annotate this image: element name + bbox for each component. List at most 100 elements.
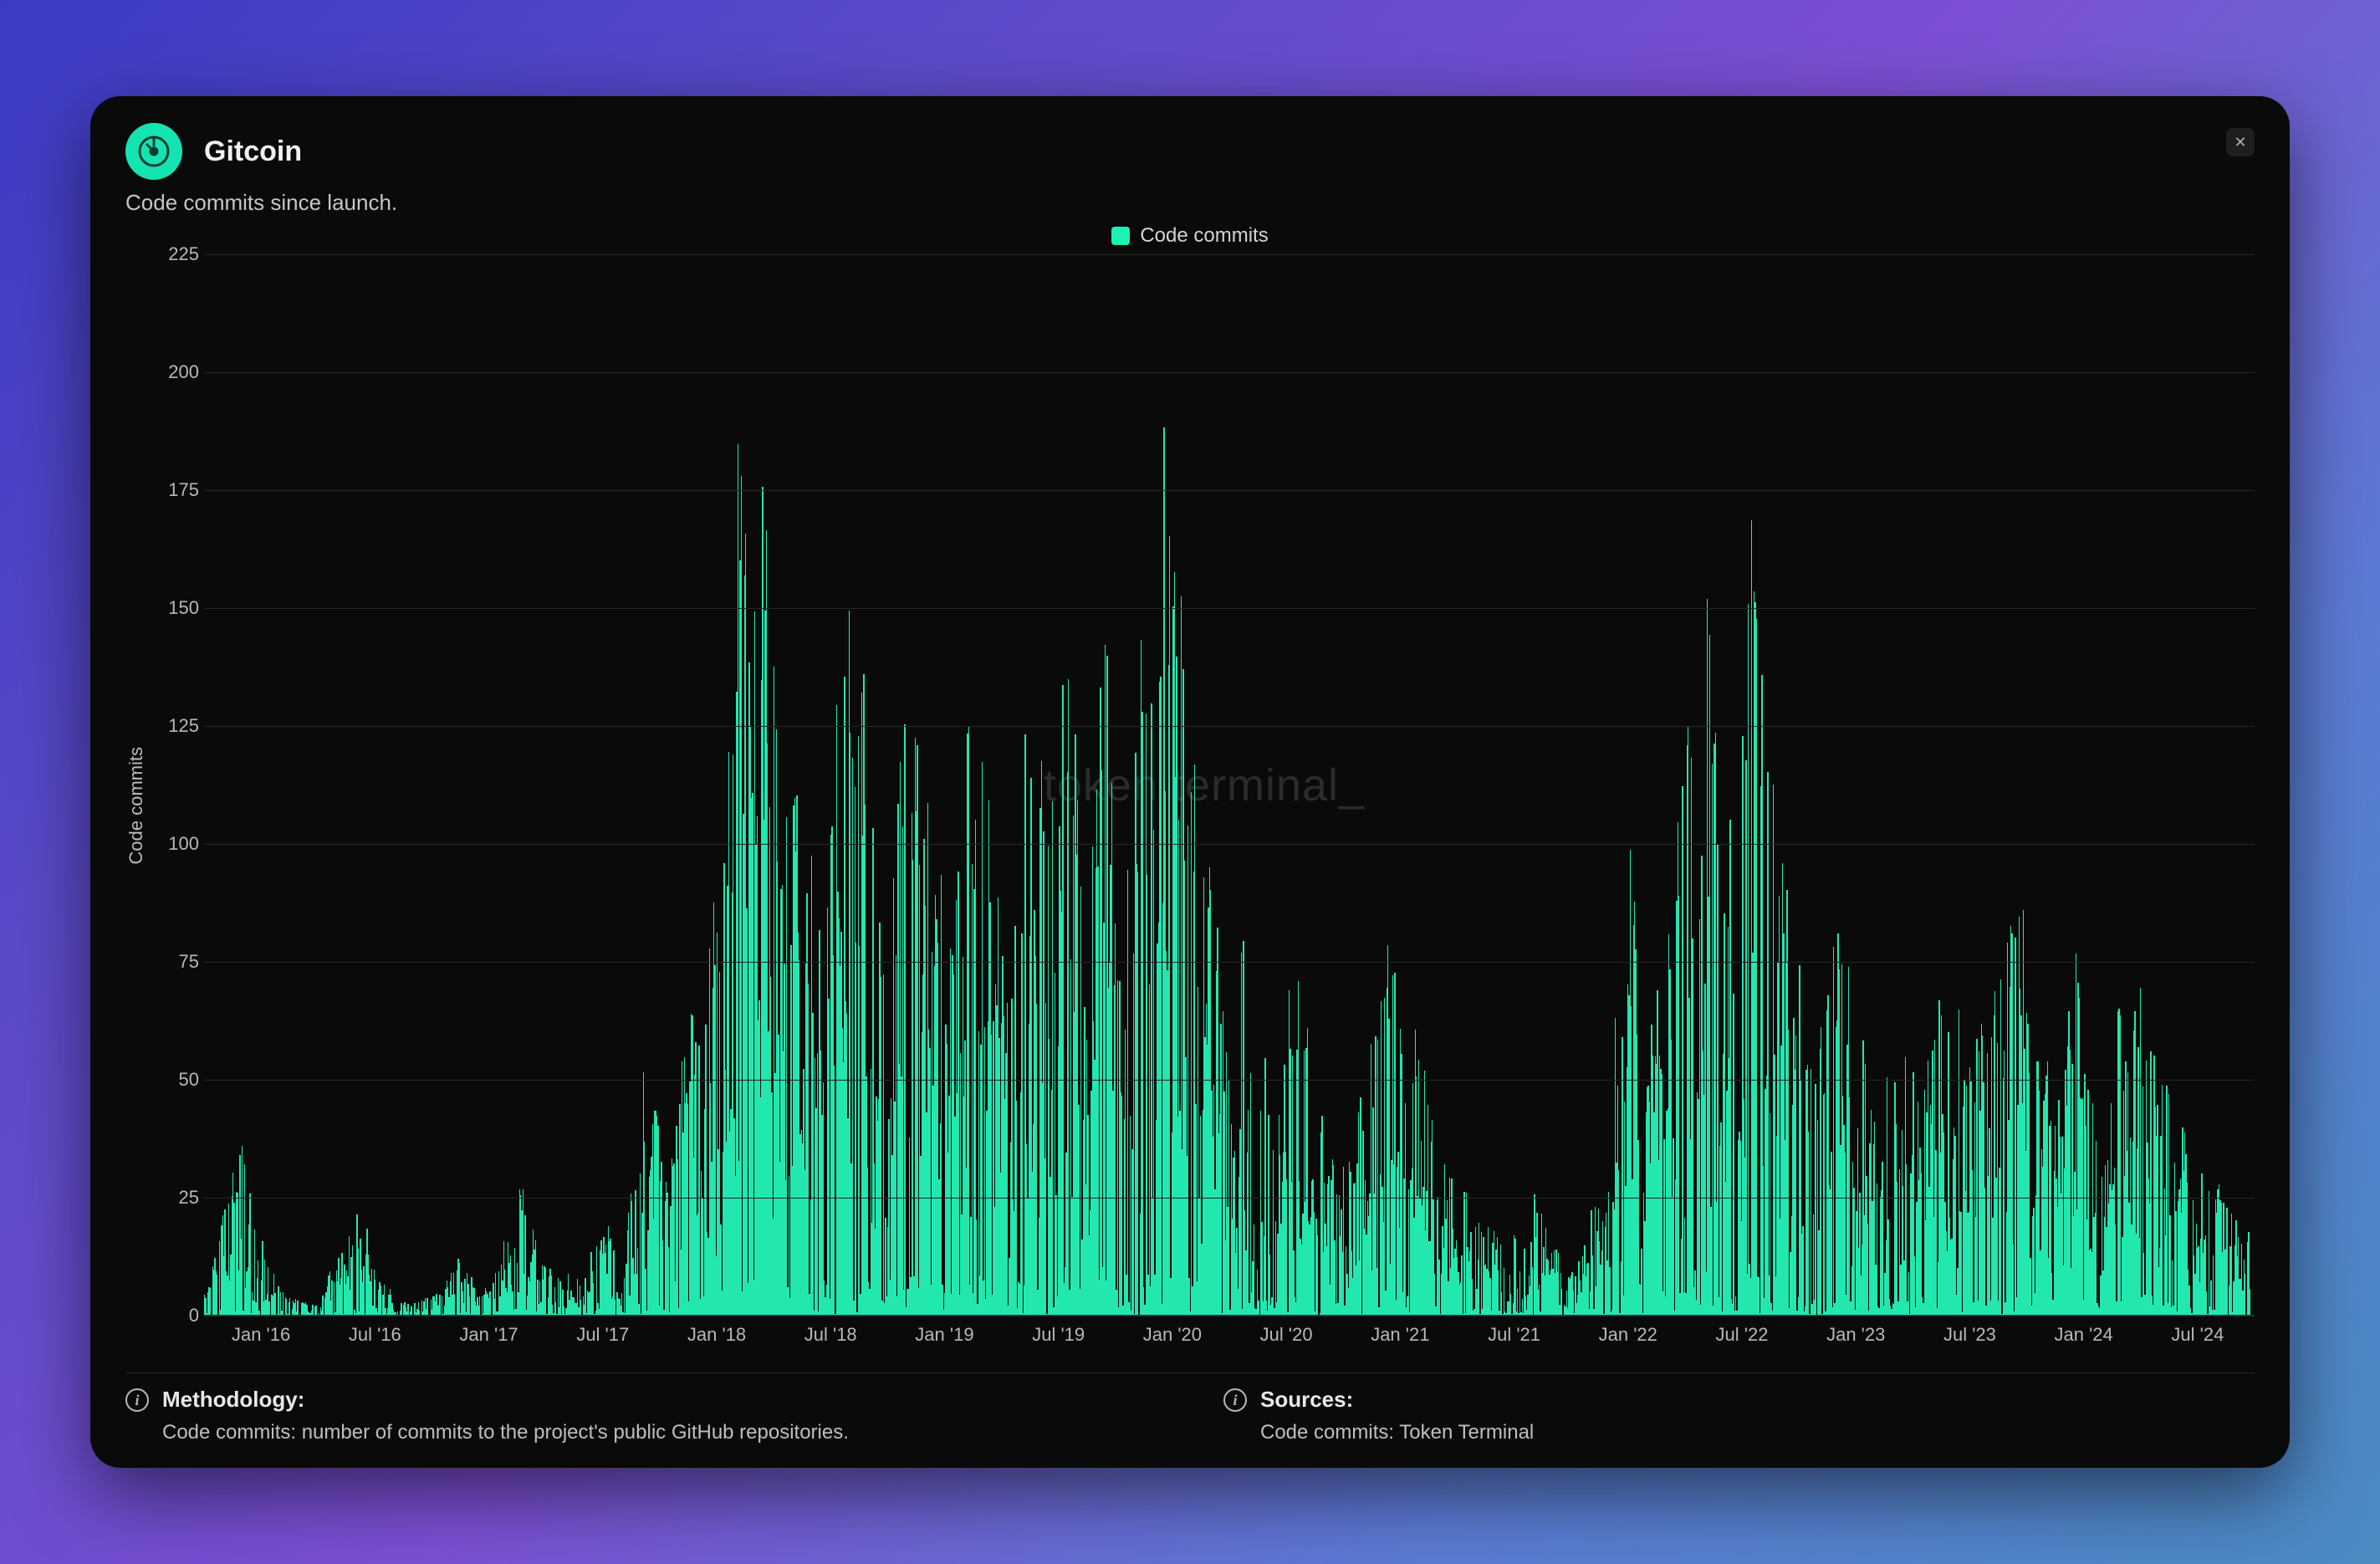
bar (1408, 1189, 1409, 1316)
bar (1127, 870, 1128, 1316)
bar (1510, 1294, 1511, 1316)
bar (219, 1241, 220, 1316)
bar (1241, 953, 1242, 1316)
bar (1678, 896, 1679, 1316)
bar (950, 948, 951, 1316)
bar (1587, 1263, 1588, 1316)
bar (545, 1268, 546, 1316)
bar (1377, 1040, 1378, 1316)
gridline (204, 372, 2255, 373)
bar (1682, 786, 1683, 1316)
x-tick-label: Jul '20 (1260, 1324, 1313, 1346)
bar (976, 1219, 977, 1316)
bar (1704, 984, 1705, 1316)
bar (1729, 820, 1730, 1316)
x-tick-label: Jul '22 (1716, 1324, 1769, 1346)
y-tick-label: 50 (154, 1069, 199, 1091)
bar (1133, 953, 1134, 1316)
bar (883, 974, 884, 1316)
bar (1802, 1226, 1803, 1316)
bar (1153, 830, 1154, 1316)
bar (1250, 1073, 1251, 1316)
bar (1141, 712, 1142, 1316)
bar (1618, 1170, 1619, 1316)
bar (1036, 1004, 1037, 1316)
gridline (204, 1198, 2255, 1199)
bar (1191, 792, 1192, 1316)
bar (984, 1027, 985, 1316)
bar (1248, 1110, 1249, 1316)
x-tick-label: Jul '19 (1032, 1324, 1085, 1346)
bar (668, 1247, 669, 1316)
divider (125, 1372, 2255, 1373)
bar (1514, 1239, 1515, 1316)
bar (1845, 1153, 1846, 1316)
bar (289, 1298, 290, 1316)
bar (1532, 1267, 1533, 1316)
bar (1401, 1054, 1402, 1316)
bar (514, 1248, 515, 1316)
bar (1169, 536, 1170, 1316)
bar (912, 860, 913, 1316)
bar (489, 1291, 490, 1316)
bar (1115, 923, 1116, 1316)
gridline (204, 490, 2255, 491)
bar (1187, 825, 1188, 1316)
close-button[interactable]: ✕ (2226, 128, 2255, 156)
y-tick-label: 125 (154, 715, 199, 737)
bar (2169, 1215, 2170, 1316)
bar (1573, 1291, 1574, 1316)
x-tick-label: Jul '24 (2171, 1324, 2224, 1346)
bar (593, 1283, 594, 1316)
x-tick-label: Jul '23 (1943, 1324, 1996, 1346)
bar (1121, 1096, 1122, 1316)
sources-heading: Sources: (1260, 1387, 1534, 1413)
bar (2120, 1015, 2121, 1316)
bar (1286, 1179, 1287, 1316)
bar (352, 1245, 353, 1316)
bar (1045, 1003, 1046, 1316)
bar (2140, 988, 2141, 1316)
legend: Code commits (125, 224, 2255, 248)
bar (1767, 772, 1768, 1316)
bar (1748, 604, 1749, 1316)
bar (2175, 1211, 2176, 1316)
bar (297, 1301, 298, 1316)
gitcoin-logo-icon (125, 123, 182, 180)
bar (1517, 1289, 1518, 1316)
gridline (204, 1080, 2255, 1081)
bar (1906, 1164, 1907, 1316)
bar (929, 1048, 930, 1316)
gridline (204, 726, 2255, 727)
sources-text: Code commits: Token Terminal (1260, 1421, 1534, 1444)
bar (687, 1104, 688, 1316)
x-tick-label: Jan '23 (1826, 1324, 1885, 1346)
bar (242, 1146, 243, 1316)
bar (1808, 1132, 1809, 1316)
bar (752, 793, 753, 1316)
bar (1097, 866, 1098, 1316)
chart-card: ✕ Gitcoin Code commits since launch. Cod… (90, 96, 2290, 1468)
bar (1007, 1003, 1008, 1316)
bar (786, 817, 787, 1316)
bar (978, 1031, 979, 1316)
bar (1519, 1271, 1520, 1316)
bar (1867, 1224, 1868, 1316)
gridline (204, 608, 2255, 609)
bar (1463, 1192, 1464, 1316)
x-tick-label: Jan '17 (459, 1324, 518, 1346)
bar (580, 1300, 581, 1316)
bar (1273, 1150, 1274, 1316)
bar (459, 1263, 460, 1316)
bar (1795, 1035, 1796, 1316)
bar (1763, 1166, 1764, 1316)
y-tick-label: 200 (154, 361, 199, 383)
bar (1360, 1097, 1361, 1316)
bar (1405, 1103, 1406, 1316)
bar (941, 875, 942, 1316)
bar (2082, 1098, 2083, 1316)
bar (855, 943, 856, 1316)
bar (1343, 1167, 1344, 1316)
bar (2213, 1255, 2214, 1316)
bar (1461, 1255, 1462, 1316)
